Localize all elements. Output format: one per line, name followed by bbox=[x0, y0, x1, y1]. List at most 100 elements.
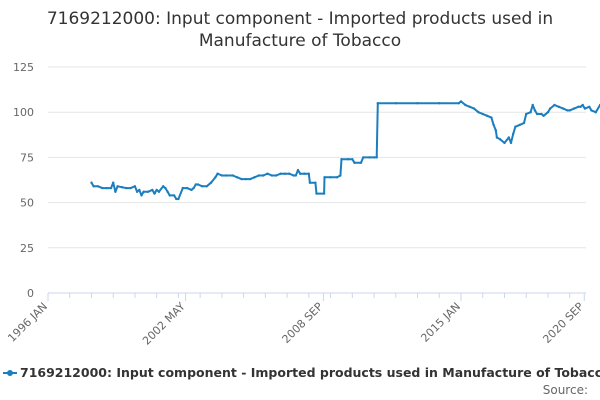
data-point[interactable] bbox=[490, 116, 493, 119]
data-point[interactable] bbox=[181, 186, 184, 190]
data-point[interactable] bbox=[133, 185, 137, 188]
data-point[interactable] bbox=[92, 185, 95, 188]
data-point[interactable] bbox=[125, 186, 128, 190]
data-point[interactable] bbox=[129, 186, 132, 190]
data-point[interactable] bbox=[253, 176, 256, 179]
data-point[interactable] bbox=[194, 183, 197, 186]
data-point[interactable] bbox=[279, 172, 282, 175]
data-point[interactable] bbox=[209, 181, 213, 184]
data-point[interactable] bbox=[240, 177, 243, 181]
data-point[interactable] bbox=[262, 174, 265, 177]
legend[interactable]: 7169212000: Input component - Imported p… bbox=[3, 365, 600, 380]
data-point[interactable] bbox=[590, 109, 593, 112]
data-point[interactable] bbox=[376, 102, 379, 105]
data-point[interactable] bbox=[362, 156, 365, 159]
data-point[interactable] bbox=[142, 190, 145, 193]
data-point[interactable] bbox=[216, 172, 219, 175]
data-point[interactable] bbox=[503, 141, 506, 145]
data-point[interactable] bbox=[522, 121, 526, 125]
data-point[interactable] bbox=[594, 111, 597, 114]
data-point[interactable] bbox=[329, 176, 332, 179]
data-point[interactable] bbox=[566, 109, 569, 112]
data-point[interactable] bbox=[438, 102, 441, 105]
data-point[interactable] bbox=[201, 185, 204, 188]
data-point[interactable] bbox=[244, 177, 247, 181]
data-point[interactable] bbox=[314, 181, 317, 184]
data-point[interactable] bbox=[507, 136, 510, 139]
data-point[interactable] bbox=[588, 105, 591, 109]
data-point[interactable] bbox=[509, 141, 513, 145]
data-point[interactable] bbox=[114, 190, 117, 193]
data-point[interactable] bbox=[175, 197, 178, 201]
data-point[interactable] bbox=[270, 174, 274, 177]
data-point[interactable] bbox=[192, 186, 195, 190]
data-point[interactable] bbox=[335, 176, 339, 179]
data-point[interactable] bbox=[257, 174, 261, 177]
data-point[interactable] bbox=[579, 105, 582, 109]
data-point[interactable] bbox=[557, 105, 560, 109]
data-point[interactable] bbox=[583, 107, 587, 110]
data-point[interactable] bbox=[394, 102, 397, 105]
data-point[interactable] bbox=[572, 107, 576, 110]
data-point[interactable] bbox=[96, 185, 100, 188]
data-point[interactable] bbox=[172, 194, 176, 197]
data-point[interactable] bbox=[196, 183, 200, 186]
legend-series-label[interactable]: 7169212000: Input component - Imported p… bbox=[20, 365, 600, 380]
data-point[interactable] bbox=[512, 132, 515, 136]
data-point[interactable] bbox=[353, 161, 356, 164]
data-point[interactable] bbox=[235, 176, 239, 179]
data-point[interactable] bbox=[518, 123, 521, 127]
data-point[interactable] bbox=[168, 194, 171, 197]
data-point[interactable] bbox=[151, 188, 154, 192]
data-point[interactable] bbox=[90, 181, 93, 184]
data-point[interactable] bbox=[164, 186, 167, 190]
data-point[interactable] bbox=[323, 176, 326, 179]
series-line[interactable] bbox=[90, 100, 600, 200]
data-point[interactable] bbox=[101, 186, 104, 190]
data-point[interactable] bbox=[468, 105, 471, 109]
data-point[interactable] bbox=[416, 102, 419, 105]
data-point[interactable] bbox=[308, 181, 312, 184]
data-point[interactable] bbox=[533, 109, 537, 112]
data-point[interactable] bbox=[495, 136, 499, 139]
data-point[interactable] bbox=[225, 174, 228, 177]
data-point[interactable] bbox=[531, 103, 534, 107]
data-point[interactable] bbox=[464, 103, 467, 107]
data-point[interactable] bbox=[135, 190, 139, 193]
data-point[interactable] bbox=[542, 114, 545, 118]
data-point[interactable] bbox=[220, 174, 224, 177]
data-point[interactable] bbox=[375, 156, 378, 159]
data-point[interactable] bbox=[481, 112, 484, 116]
data-point[interactable] bbox=[540, 112, 543, 116]
data-point[interactable] bbox=[140, 194, 143, 197]
data-point[interactable] bbox=[162, 185, 165, 188]
data-point[interactable] bbox=[548, 107, 552, 110]
data-point[interactable] bbox=[568, 109, 571, 112]
data-point[interactable] bbox=[322, 192, 326, 195]
data-point[interactable] bbox=[315, 192, 318, 195]
data-point[interactable] bbox=[116, 185, 119, 188]
data-point[interactable] bbox=[299, 172, 302, 175]
data-point[interactable] bbox=[166, 190, 169, 193]
data-point[interactable] bbox=[359, 161, 363, 164]
data-point[interactable] bbox=[275, 174, 278, 177]
data-point[interactable] bbox=[368, 156, 371, 159]
data-point[interactable] bbox=[307, 172, 310, 175]
data-point[interactable] bbox=[340, 158, 343, 161]
data-point[interactable] bbox=[562, 107, 565, 110]
data-point[interactable] bbox=[155, 188, 158, 192]
data-point[interactable] bbox=[514, 125, 517, 128]
data-point[interactable] bbox=[190, 188, 193, 192]
data-point[interactable] bbox=[457, 102, 460, 105]
data-point[interactable] bbox=[303, 172, 306, 175]
data-point[interactable] bbox=[485, 114, 489, 118]
data-point[interactable] bbox=[577, 105, 580, 109]
data-point[interactable] bbox=[157, 190, 161, 193]
data-point[interactable] bbox=[546, 111, 550, 114]
data-point[interactable] bbox=[535, 112, 539, 116]
data-point[interactable] bbox=[529, 111, 532, 114]
data-point[interactable] bbox=[292, 174, 295, 177]
data-point[interactable] bbox=[112, 181, 115, 184]
data-point[interactable] bbox=[185, 186, 189, 190]
data-point[interactable] bbox=[177, 197, 180, 201]
